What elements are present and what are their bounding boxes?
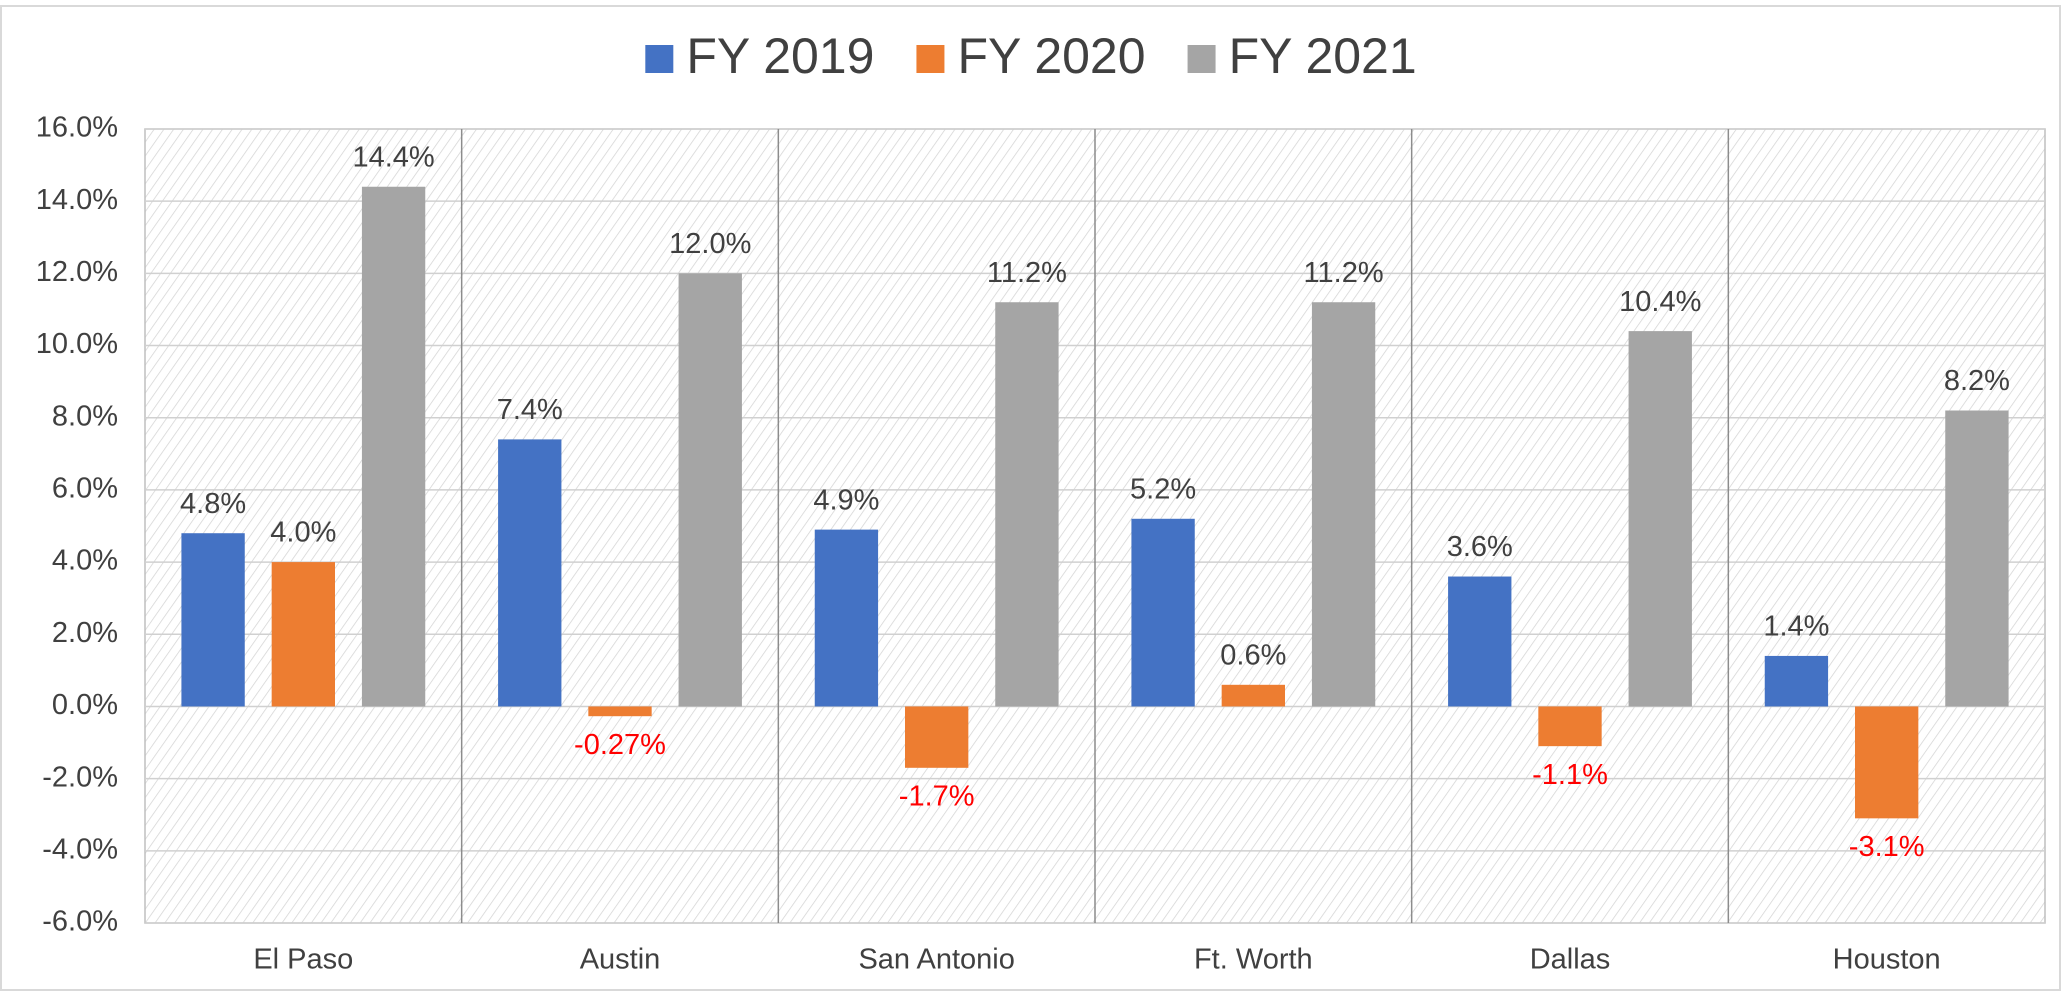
data-label: -0.27%	[574, 729, 666, 761]
data-label: 8.2%	[1944, 365, 2010, 397]
x-tick-label: Austin	[580, 944, 661, 976]
data-label: 14.4%	[352, 141, 434, 173]
data-label: 7.4%	[497, 394, 563, 426]
data-label: 10.4%	[1619, 286, 1701, 318]
bar	[181, 533, 245, 707]
y-tick-label: 12.0%	[36, 256, 118, 288]
x-tick-label: Dallas	[1530, 944, 1611, 976]
bar	[1855, 706, 1919, 819]
bar	[498, 439, 562, 707]
bar	[1538, 706, 1602, 747]
legend-label: FY 2021	[1229, 28, 1417, 84]
y-tick-label: 0.0%	[52, 689, 118, 721]
legend-swatch	[916, 45, 945, 73]
y-tick-label: 6.0%	[52, 473, 118, 505]
data-label: -3.1%	[1849, 831, 1925, 863]
legend-label: FY 2020	[957, 28, 1145, 84]
y-tick-label: 8.0%	[52, 400, 118, 432]
bar	[678, 273, 742, 707]
data-label: 1.4%	[1763, 611, 1829, 643]
bar	[1221, 684, 1285, 707]
x-tick-label: El Paso	[253, 944, 353, 976]
data-label: -1.7%	[899, 780, 975, 812]
bar	[1131, 518, 1195, 707]
legend-label: FY 2019	[686, 28, 874, 84]
x-tick-label: San Antonio	[858, 944, 1014, 976]
bar	[588, 706, 652, 717]
data-label: 5.2%	[1130, 473, 1196, 505]
data-label: 4.8%	[180, 488, 246, 520]
y-tick-label: 4.0%	[52, 545, 118, 577]
x-tick-label: Houston	[1833, 944, 1941, 976]
bar	[1628, 331, 1692, 707]
y-tick-label: 10.0%	[36, 328, 118, 360]
data-label: 11.2%	[1304, 257, 1384, 289]
bar	[271, 562, 335, 707]
data-label: 12.0%	[669, 228, 751, 260]
data-label: 3.6%	[1447, 531, 1513, 563]
bar	[814, 529, 879, 707]
y-tick-label: -6.0%	[42, 906, 118, 938]
bar	[1764, 655, 1829, 707]
y-tick-label: 14.0%	[36, 184, 118, 216]
bar	[361, 186, 426, 707]
y-tick-label: -4.0%	[42, 833, 118, 865]
data-label: 4.0%	[270, 517, 336, 549]
bar	[1448, 576, 1512, 707]
data-label: 0.6%	[1220, 639, 1286, 671]
legend-swatch	[645, 45, 674, 73]
y-tick-label: -2.0%	[42, 761, 118, 793]
legend-swatch	[1187, 45, 1216, 73]
bar	[1945, 410, 2009, 707]
data-label: 11.2%	[987, 257, 1067, 289]
bar	[995, 302, 1059, 707]
y-tick-label: 16.0%	[36, 112, 118, 144]
bar	[905, 706, 969, 768]
bar	[1311, 302, 1376, 707]
data-label: -1.1%	[1532, 759, 1608, 791]
data-label: 4.9%	[813, 484, 879, 516]
y-tick-label: 2.0%	[52, 617, 118, 649]
x-tick-label: Ft. Worth	[1194, 944, 1313, 976]
